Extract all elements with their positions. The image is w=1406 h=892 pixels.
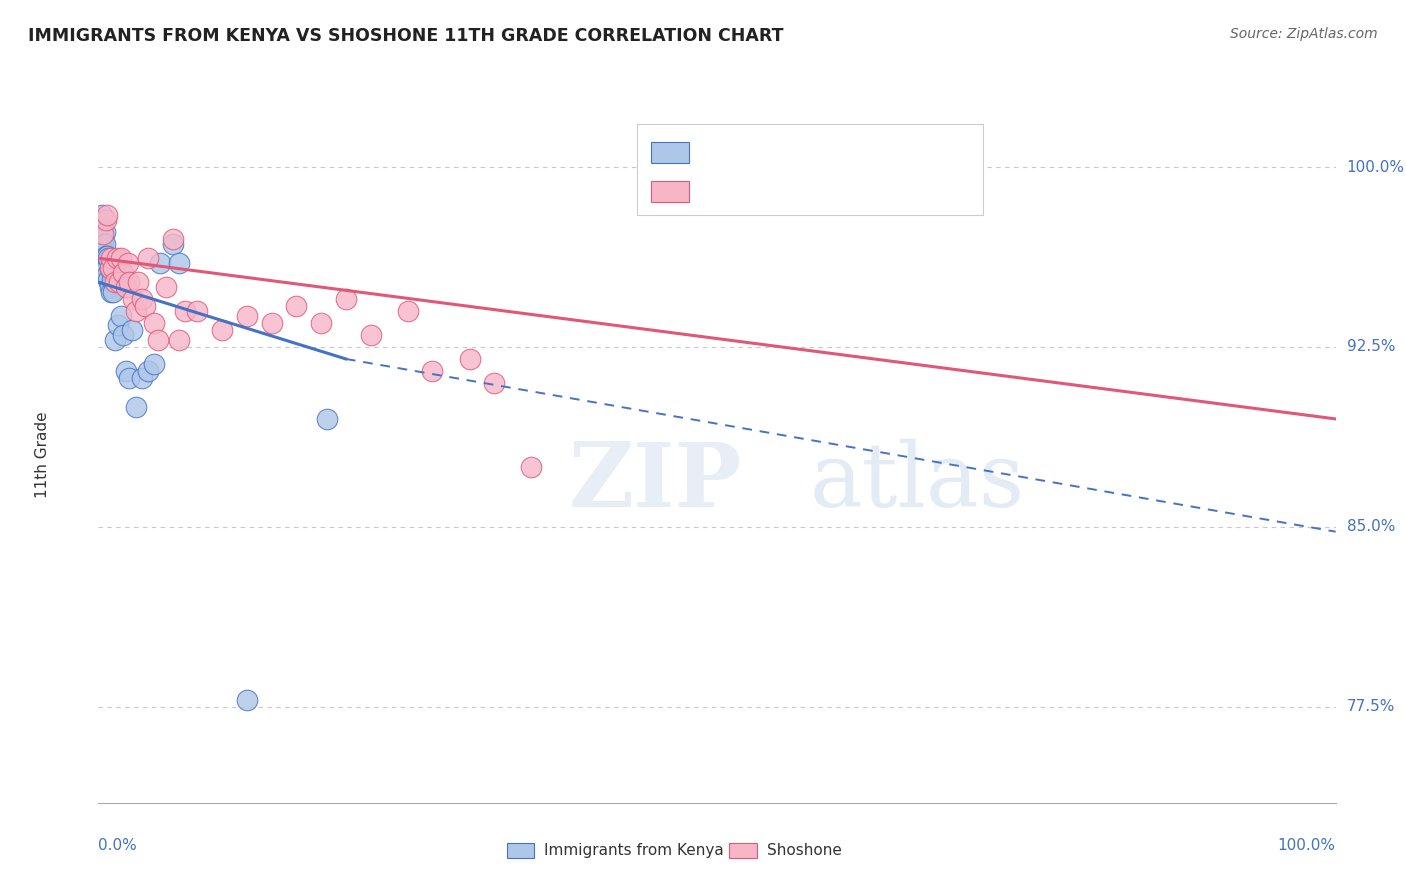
Point bbox=[260, 316, 283, 330]
Text: 100.0%: 100.0% bbox=[1347, 160, 1405, 175]
Point bbox=[335, 292, 357, 306]
Point bbox=[98, 280, 121, 294]
Point bbox=[91, 208, 114, 222]
Point bbox=[103, 333, 125, 347]
Point bbox=[94, 249, 117, 263]
Point bbox=[107, 318, 129, 333]
Point bbox=[110, 251, 132, 265]
Point bbox=[146, 333, 169, 347]
Point bbox=[121, 323, 143, 337]
Point bbox=[93, 232, 115, 246]
Point bbox=[117, 256, 139, 270]
Point bbox=[100, 263, 122, 277]
Point bbox=[103, 260, 125, 275]
FancyBboxPatch shape bbox=[506, 843, 534, 858]
Point bbox=[167, 333, 190, 347]
Text: 77.5%: 77.5% bbox=[1347, 699, 1395, 714]
Point bbox=[101, 273, 124, 287]
Point bbox=[114, 364, 136, 378]
FancyBboxPatch shape bbox=[730, 843, 756, 858]
Text: Immigrants from Kenya: Immigrants from Kenya bbox=[544, 843, 724, 857]
Point bbox=[96, 249, 118, 263]
Point bbox=[360, 328, 382, 343]
Text: Shoshone: Shoshone bbox=[766, 843, 841, 857]
Text: R = -0.158   N = 39: R = -0.158 N = 39 bbox=[704, 145, 855, 160]
Point bbox=[124, 400, 146, 414]
Point bbox=[93, 256, 115, 270]
Text: 11th Grade: 11th Grade bbox=[35, 411, 51, 499]
Point bbox=[97, 273, 120, 287]
Point bbox=[484, 376, 506, 390]
Point bbox=[167, 256, 190, 270]
Point bbox=[96, 208, 118, 222]
Text: 0.0%: 0.0% bbox=[98, 838, 138, 853]
Text: Source: ZipAtlas.com: Source: ZipAtlas.com bbox=[1230, 27, 1378, 41]
Point bbox=[122, 292, 145, 306]
Point bbox=[98, 260, 121, 275]
Point bbox=[136, 251, 159, 265]
Point bbox=[103, 285, 125, 299]
Point bbox=[162, 232, 184, 246]
Point bbox=[131, 292, 153, 306]
Point bbox=[127, 275, 149, 289]
Point bbox=[134, 299, 156, 313]
Point bbox=[112, 328, 135, 343]
Point bbox=[162, 236, 184, 251]
Text: R = -0.274   N = 39: R = -0.274 N = 39 bbox=[704, 185, 855, 200]
Point bbox=[96, 268, 118, 282]
Text: IMMIGRANTS FROM KENYA VS SHOSHONE 11TH GRADE CORRELATION CHART: IMMIGRANTS FROM KENYA VS SHOSHONE 11TH G… bbox=[28, 27, 783, 45]
Text: ZIP: ZIP bbox=[568, 439, 742, 526]
Text: 85.0%: 85.0% bbox=[1347, 519, 1395, 534]
Point bbox=[96, 260, 118, 275]
Point bbox=[309, 316, 332, 330]
Text: 92.5%: 92.5% bbox=[1347, 340, 1395, 354]
Point bbox=[93, 227, 115, 242]
Point bbox=[108, 275, 131, 289]
Point bbox=[149, 256, 172, 270]
Point bbox=[93, 236, 115, 251]
Point bbox=[112, 266, 135, 280]
Point bbox=[93, 236, 115, 251]
Point bbox=[316, 412, 339, 426]
Point bbox=[93, 244, 115, 258]
Text: 100.0%: 100.0% bbox=[1278, 838, 1336, 853]
Point bbox=[124, 304, 146, 318]
Point bbox=[110, 309, 132, 323]
Point bbox=[118, 275, 141, 289]
Point bbox=[131, 371, 153, 385]
Point bbox=[136, 364, 159, 378]
Point bbox=[98, 260, 121, 275]
Point bbox=[94, 260, 117, 275]
Point bbox=[396, 304, 419, 318]
Point bbox=[91, 219, 114, 234]
Point bbox=[118, 371, 141, 385]
Point bbox=[285, 299, 308, 313]
Point bbox=[114, 280, 136, 294]
FancyBboxPatch shape bbox=[651, 181, 689, 202]
Point bbox=[236, 692, 259, 706]
Point bbox=[236, 309, 259, 323]
FancyBboxPatch shape bbox=[651, 142, 689, 162]
Point bbox=[90, 227, 112, 242]
Point bbox=[103, 275, 125, 289]
FancyBboxPatch shape bbox=[637, 124, 983, 215]
Point bbox=[105, 251, 128, 265]
Point bbox=[93, 225, 115, 239]
Point bbox=[174, 304, 197, 318]
Point bbox=[143, 316, 166, 330]
Point bbox=[155, 280, 177, 294]
Point bbox=[143, 357, 166, 371]
Point bbox=[105, 268, 128, 282]
Point bbox=[94, 212, 117, 227]
Point bbox=[458, 351, 481, 366]
Text: atlas: atlas bbox=[810, 439, 1025, 526]
Point bbox=[97, 251, 120, 265]
Point bbox=[100, 251, 122, 265]
Point bbox=[100, 285, 122, 299]
Point bbox=[422, 364, 444, 378]
Point bbox=[211, 323, 233, 337]
Point bbox=[520, 459, 543, 474]
Point bbox=[186, 304, 208, 318]
